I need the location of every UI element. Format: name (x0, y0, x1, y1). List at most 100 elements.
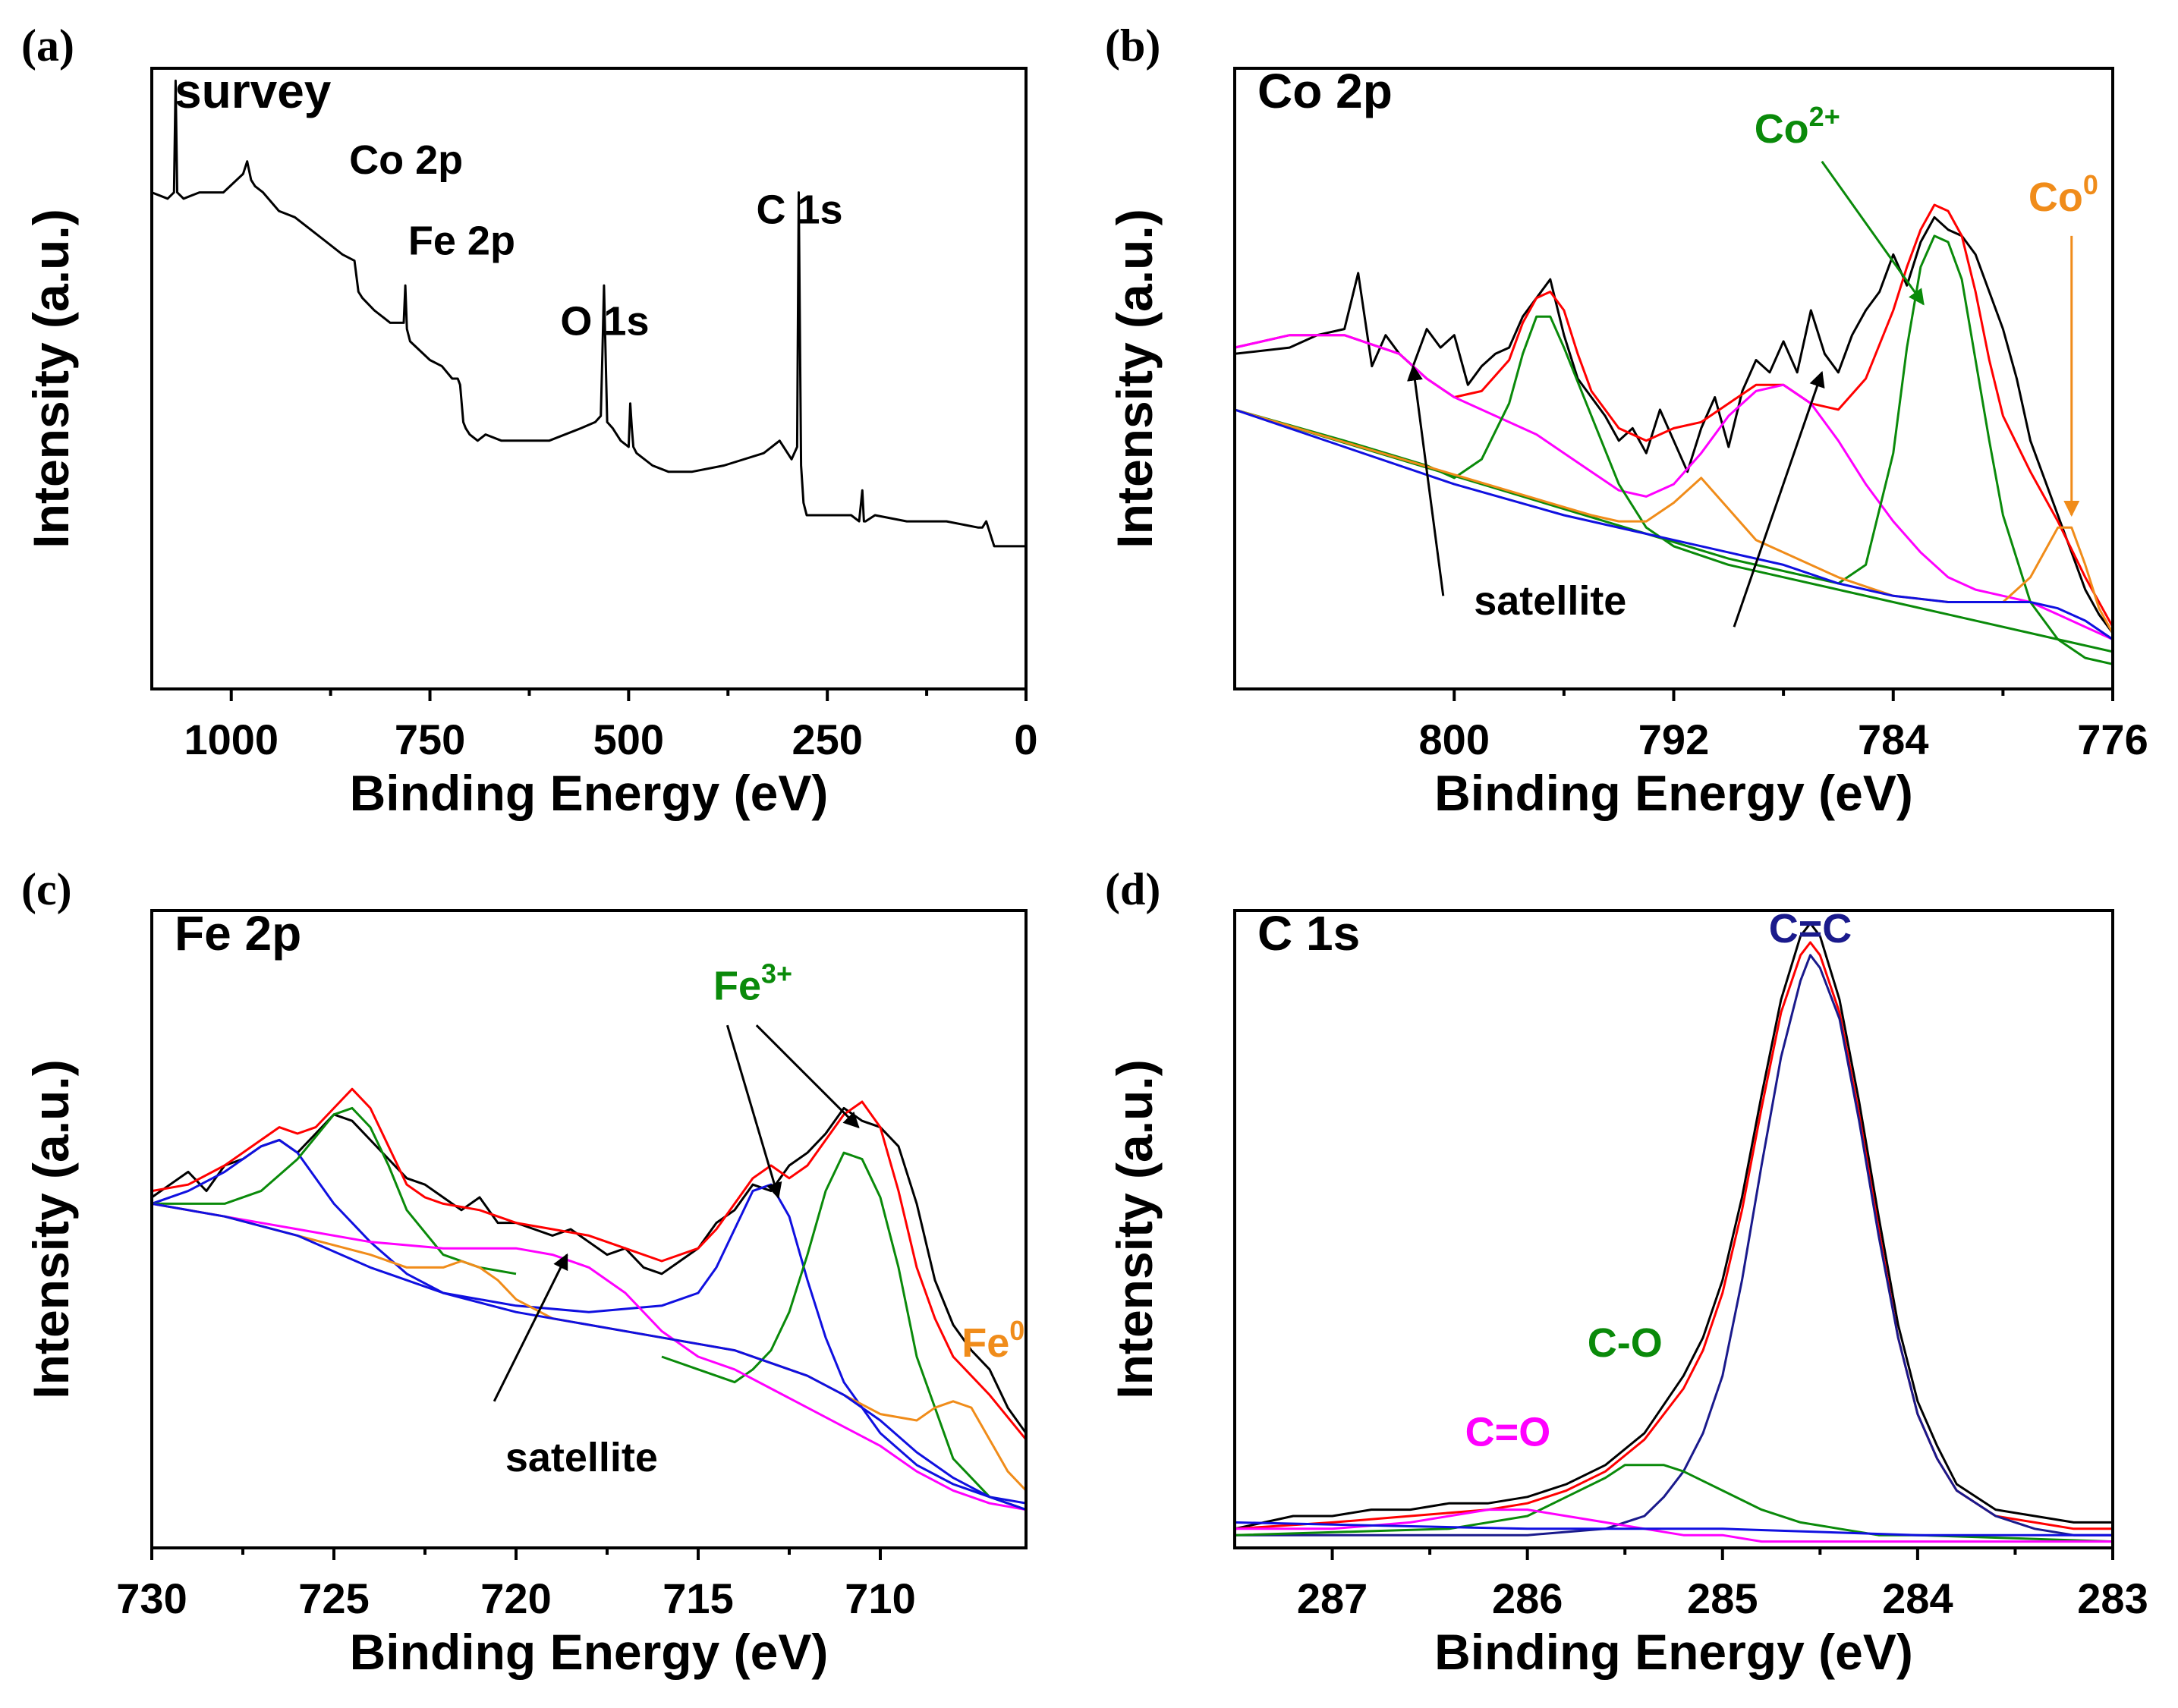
plot-frame (150, 67, 1028, 690)
series-fit-envelope (152, 1087, 1026, 1441)
annotation-fe-2p: Fe 2p (408, 218, 515, 263)
series-experimental (1235, 215, 2113, 634)
annotation-c-o: C=O (1465, 1410, 1551, 1455)
annotation-co-2p: Co 2p (349, 137, 463, 183)
series-group (152, 79, 1026, 548)
annotation-text: C=O (1465, 1410, 1551, 1455)
annotation-co-0: Co0 (2028, 169, 2098, 220)
series-background (1235, 408, 2113, 640)
x-tick-label: 730 (116, 1574, 187, 1622)
annotation-superscript: 2+ (1809, 101, 1840, 132)
x-tick-label: 250 (792, 716, 862, 763)
x-axis-label: Binding Energy (eV) (350, 765, 829, 821)
annotation-arrow (1733, 370, 1825, 628)
series-group (152, 1087, 1026, 1511)
annotation-satellite: satellite (1474, 578, 1626, 624)
chart-title: C 1s (1257, 906, 1360, 961)
annotation-text: Fe 2p (408, 218, 515, 263)
annotation-c-c: C=C (1769, 906, 1852, 952)
chart-title: Fe 2p (175, 906, 301, 961)
x-axis-label: Binding Energy (eV) (1434, 765, 1913, 821)
annotation-text: Fe (962, 1320, 1009, 1366)
y-axis-label: Intensity (a.u.) (1106, 1059, 1163, 1398)
annotation-superscript: 3+ (761, 958, 792, 989)
series-c-o (1235, 1508, 2113, 1543)
series-satellite (152, 1202, 1026, 1511)
x-tick-label: 1000 (184, 716, 279, 763)
chart-title: Co 2p (1257, 64, 1393, 118)
series-fe3-2p1-2-b (152, 1106, 517, 1275)
series-experimental (152, 1106, 1026, 1434)
x-tick-label: 283 (2077, 1574, 2148, 1622)
panel-a: 1000 750 500 250 0 (a) survey Binding Energy (e… (21, 20, 1038, 821)
annotation-fe-0: Fe0 (962, 1315, 1024, 1366)
annotation-text: C 1s (756, 187, 842, 233)
x-tick-label: 715 (663, 1574, 733, 1622)
annotation-text: O 1s (560, 299, 649, 344)
series-co0-2p1-2 (1235, 408, 1894, 597)
annotation-superscript: 0 (2083, 169, 2098, 200)
x-tick-label: 284 (1882, 1574, 1953, 1622)
series-fit-envelope (1235, 941, 2113, 1530)
x-tick-label: 776 (2077, 716, 2148, 763)
plot-frame (1233, 909, 2114, 1549)
series-co2-peak-2p3-2 (1235, 234, 2113, 665)
annotation-o-1s: O 1s (560, 299, 649, 344)
panel-label: (c) (21, 864, 72, 914)
panel-d: 287 286 285 284 283 (d) C 1s Binding Energy (eV… (1105, 864, 2148, 1680)
series-background (152, 1202, 1026, 1511)
x-tick-label: 710 (845, 1574, 915, 1622)
annotation-superscript: 0 (1009, 1315, 1024, 1346)
panel-c: 730 725 720 715 710 (c) Fe 2p Binding Energy (e… (21, 864, 1028, 1680)
x-tick-label: 784 (1858, 716, 1928, 763)
annotation-co-2: Co2+ (1755, 101, 1840, 152)
annotation-arrow (1821, 160, 1925, 306)
x-tick-label: 800 (1419, 716, 1490, 763)
x-tick-label: 720 (480, 1574, 551, 1622)
series-fit-envelope (1235, 203, 2113, 628)
y-axis-label: Intensity (a.u.) (23, 209, 79, 548)
series-c-o (1235, 1464, 2113, 1543)
annotation-arrow (1407, 364, 1445, 596)
annotation-text: satellite (1474, 578, 1626, 624)
series-experimental (1235, 922, 2113, 1530)
series-co2-peak-2p1-2 (1235, 315, 2113, 653)
x-tick-label: 500 (593, 716, 664, 763)
annotation-text: satellite (505, 1435, 658, 1480)
series-group (1235, 203, 2113, 665)
x-tick-label: 286 (1492, 1574, 1563, 1622)
panel-label: (b) (1105, 20, 1160, 71)
annotation-text: Co 2p (349, 137, 463, 183)
y-axis-label: Intensity (a.u.) (1106, 209, 1163, 548)
annotation-arrow (755, 1024, 860, 1129)
x-tick-label: 285 (1687, 1574, 1758, 1622)
panel-label: (d) (1105, 864, 1160, 914)
panel-label: (a) (21, 20, 74, 71)
x-tick-label: 792 (1638, 716, 1709, 763)
annotation-c-1s: C 1s (756, 187, 842, 233)
annotation-arrow (725, 1024, 782, 1200)
plot-frame (150, 909, 1028, 1549)
series-group (1235, 922, 2113, 1543)
series-c-c (1235, 954, 2113, 1537)
y-axis-label: Intensity (a.u.) (23, 1059, 79, 1398)
annotation-text: C-O (1588, 1320, 1663, 1366)
annotation-c-o: C-O (1588, 1320, 1663, 1366)
annotation-fe-3: Fe3+ (713, 958, 792, 1009)
x-tick-label: 0 (1014, 716, 1037, 763)
annotation-text: Co (1755, 106, 1809, 152)
annotation-arrow (493, 1253, 568, 1402)
x-axis-label: Binding Energy (eV) (350, 1624, 829, 1680)
panel-b: 800 792 784 776 (b) Co 2p Binding Energy (eV) I… (1105, 20, 2148, 821)
annotation-text: C=C (1769, 906, 1852, 952)
annotation-satellite: satellite (505, 1435, 658, 1480)
chart-title: survey (175, 64, 332, 118)
x-tick-label: 725 (298, 1574, 369, 1622)
annotation-text: Fe (713, 964, 761, 1009)
series-survey (152, 79, 1026, 548)
series-satellite-1 (1235, 334, 2113, 640)
plot-frame (1233, 67, 2114, 690)
series-background (1235, 1521, 2113, 1537)
x-tick-label: 287 (1297, 1574, 1368, 1622)
